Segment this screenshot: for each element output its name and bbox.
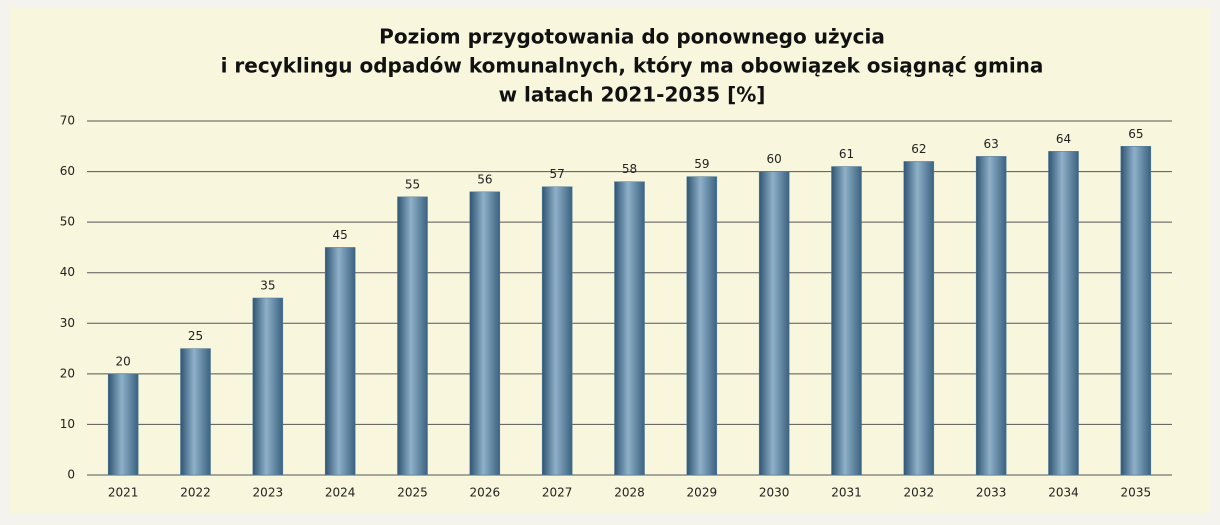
x-tick-label: 2028 [614,486,645,500]
x-tick-label: 2027 [542,486,573,500]
x-tick-label: 2021 [108,486,139,500]
x-tick-label: 2029 [687,486,718,500]
y-tick-label: 40 [60,265,75,279]
y-tick-label: 20 [60,366,75,380]
bar [831,166,862,476]
bar [107,373,139,476]
data-label: 62 [911,142,926,156]
data-label: 58 [622,162,637,176]
x-tick-label: 2035 [1121,486,1152,500]
x-tick-label: 2026 [470,486,501,500]
x-tick-label: 2034 [1048,486,1079,500]
data-label: 57 [550,167,565,181]
data-label: 20 [116,354,131,368]
data-label: 55 [405,177,420,191]
bar [1120,146,1152,476]
data-label: 59 [694,157,709,171]
bar [541,186,573,476]
data-label: 61 [839,147,854,161]
x-tick-label: 2032 [904,486,935,500]
bar [469,191,501,476]
bar [758,171,790,476]
y-tick-label: 60 [60,164,75,178]
bar [975,156,1007,476]
data-label: 56 [477,172,492,186]
bar [614,181,645,476]
x-tick-label: 2022 [180,486,211,500]
data-label: 64 [1056,132,1071,146]
bar [1048,151,1079,476]
data-label: 60 [767,152,782,166]
x-tick-label: 2024 [325,486,356,500]
bar [686,176,718,476]
y-tick-label: 10 [60,417,75,431]
data-label: 63 [984,137,999,151]
chart-title: Poziom przygotowania do ponownego użycia [379,25,885,49]
y-tick-label: 50 [60,215,75,229]
x-tick-label: 2023 [253,486,284,500]
bar [903,161,935,476]
x-tick-label: 2030 [759,486,790,500]
chart-title: w latach 2021-2035 [%] [499,83,766,107]
x-tick-label: 2033 [976,486,1007,500]
y-tick-label: 30 [60,316,75,330]
data-label: 65 [1128,127,1143,141]
data-label: 25 [188,329,203,343]
bar [180,348,211,476]
data-label: 35 [260,279,275,293]
y-tick-label: 70 [60,114,75,128]
y-tick-label: 0 [67,468,75,482]
bar [397,196,428,476]
bar [324,247,356,476]
bar [252,297,284,476]
chart-title: i recyklingu odpadów komunalnych, który … [221,54,1044,78]
x-tick-label: 2025 [397,486,428,500]
x-tick-label: 2031 [831,486,862,500]
data-label: 45 [333,228,348,242]
